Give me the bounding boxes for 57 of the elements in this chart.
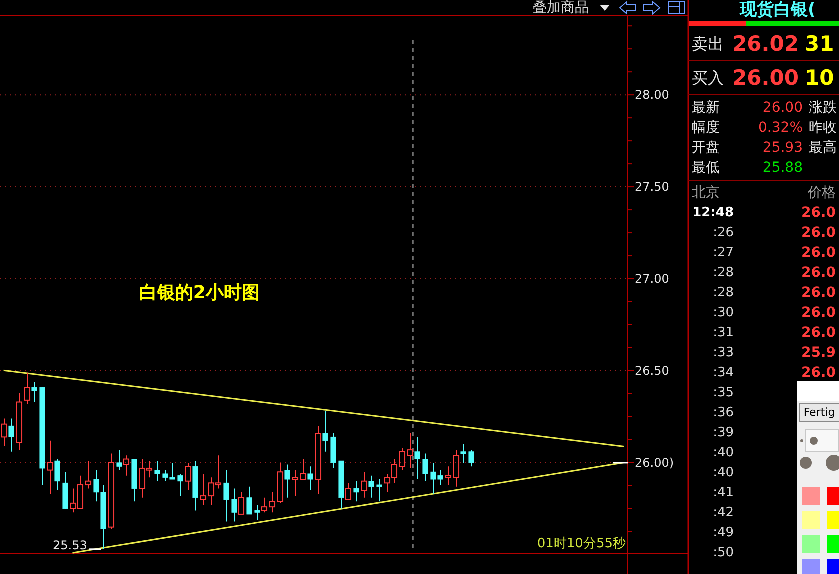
text: :27 [713,246,734,260]
text: 卖出 [692,34,724,54]
text: 涨跌 [809,100,837,116]
text: :49 [713,526,734,540]
text: Fertig [804,406,836,419]
text: :26 [713,226,734,240]
text: :42 [713,506,734,520]
text: 26.0 [801,265,836,281]
text: 26.0 [801,285,836,301]
text: 昨收 [809,120,837,136]
text: :50 [713,546,734,560]
annotation: 01时10分55秒 [537,536,626,552]
text: 25.88 [762,160,803,176]
text: 开盘 [692,140,720,156]
annotation: 叠加商品 [533,0,589,16]
text: 26.0 [801,225,836,241]
text: 26.0 [801,245,836,261]
text: :40 [713,466,734,480]
text: :31 [713,326,734,340]
text: :40 [713,446,734,460]
text: 白银的2小时图 [139,282,260,304]
text: 北京 [692,185,720,201]
text: :41 [713,486,734,500]
text: 最低 [692,160,720,176]
y-tick-label: 27.00 [635,272,670,286]
text: 0.32% [758,120,803,136]
text: 现货白银( [739,0,816,20]
text: 26.0 [801,325,836,341]
text: :33 [713,346,734,360]
text: 26.00 [732,66,799,90]
text: :34 [713,366,734,380]
text: :28 [713,266,734,280]
text: 最高 [809,140,837,156]
text: 25.93 [762,140,803,156]
text: 26.02 [732,32,799,56]
y-tick-label: 27.50 [635,180,670,194]
text: 最新 [692,100,720,116]
text: 幅度 [692,120,720,136]
y-tick-label: 26.00) [635,456,674,470]
text: 26.0 [801,305,836,321]
text: 12:48 [692,206,734,220]
text: 买入 [692,68,724,88]
text: :36 [713,406,734,420]
y-tick-label: 26.50 [635,364,670,378]
text: :28 [713,286,734,300]
text: 26.0 [801,205,836,221]
text: 26.00 [762,100,803,116]
text: :39 [713,426,734,440]
text: 10 [805,66,834,90]
y-tick-label: 28.00 [635,88,670,102]
text: 价格 [807,185,836,201]
text: 31 [805,32,834,56]
text: :30 [713,306,734,320]
annotation: 25.53 [53,538,88,552]
text: 25.9 [801,345,836,361]
text: 26.0 [801,365,836,381]
text: :35 [713,386,734,400]
